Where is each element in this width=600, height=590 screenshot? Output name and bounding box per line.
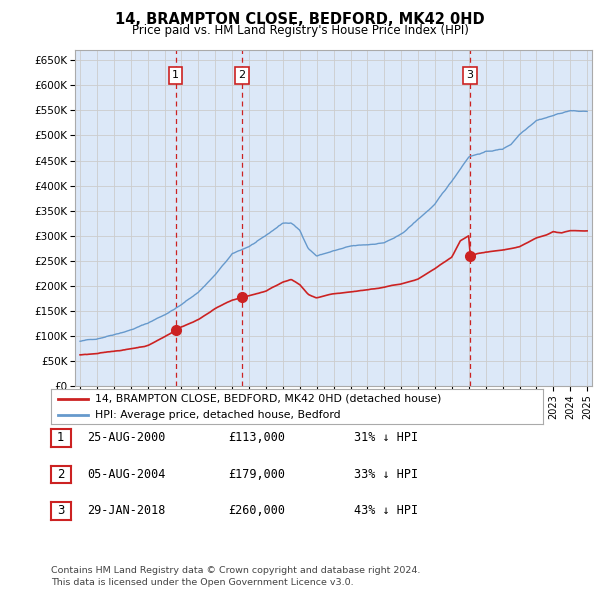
Text: 31% ↓ HPI: 31% ↓ HPI bbox=[354, 431, 418, 444]
Text: 2: 2 bbox=[239, 70, 246, 80]
Text: 25-AUG-2000: 25-AUG-2000 bbox=[87, 431, 166, 444]
Text: 2: 2 bbox=[57, 468, 65, 481]
Text: 33% ↓ HPI: 33% ↓ HPI bbox=[354, 468, 418, 481]
Text: 29-JAN-2018: 29-JAN-2018 bbox=[87, 504, 166, 517]
Text: 14, BRAMPTON CLOSE, BEDFORD, MK42 0HD (detached house): 14, BRAMPTON CLOSE, BEDFORD, MK42 0HD (d… bbox=[95, 394, 442, 404]
Text: 3: 3 bbox=[57, 504, 65, 517]
Text: 1: 1 bbox=[172, 70, 179, 80]
Text: Price paid vs. HM Land Registry's House Price Index (HPI): Price paid vs. HM Land Registry's House … bbox=[131, 24, 469, 37]
Text: 43% ↓ HPI: 43% ↓ HPI bbox=[354, 504, 418, 517]
Text: £260,000: £260,000 bbox=[228, 504, 285, 517]
Text: Contains HM Land Registry data © Crown copyright and database right 2024.
This d: Contains HM Land Registry data © Crown c… bbox=[51, 566, 421, 587]
Text: 14, BRAMPTON CLOSE, BEDFORD, MK42 0HD: 14, BRAMPTON CLOSE, BEDFORD, MK42 0HD bbox=[115, 12, 485, 27]
Text: £179,000: £179,000 bbox=[228, 468, 285, 481]
Text: HPI: Average price, detached house, Bedford: HPI: Average price, detached house, Bedf… bbox=[95, 410, 341, 420]
Text: £113,000: £113,000 bbox=[228, 431, 285, 444]
Text: 3: 3 bbox=[467, 70, 473, 80]
Text: 05-AUG-2004: 05-AUG-2004 bbox=[87, 468, 166, 481]
Text: 1: 1 bbox=[57, 431, 65, 444]
